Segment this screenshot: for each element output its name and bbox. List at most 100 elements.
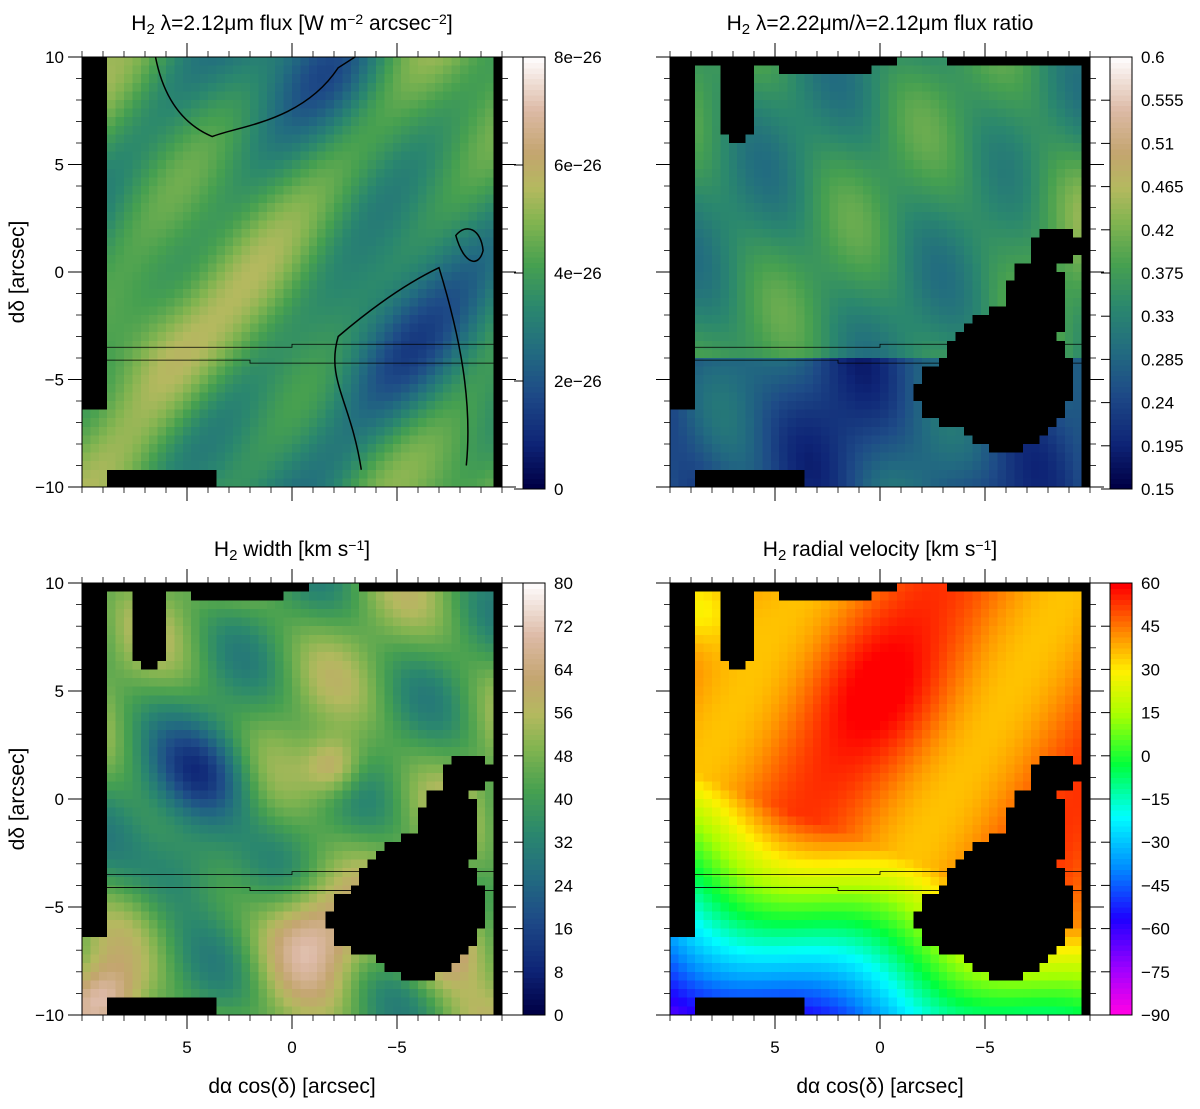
- heatmap-cell: [854, 340, 864, 350]
- heatmap-cell: [275, 435, 285, 445]
- heatmap-cell: [737, 57, 747, 67]
- heatmap-cell: [250, 160, 259, 170]
- colorbar-segment: [523, 170, 545, 177]
- heatmap-cell: [880, 444, 889, 454]
- heatmap-cell: [762, 323, 772, 333]
- heatmap-cell: [829, 160, 839, 170]
- heatmap-cell: [728, 108, 738, 118]
- heatmap-cell: [804, 220, 814, 230]
- heatmap-cell: [199, 254, 209, 264]
- heatmap-cell: [140, 418, 150, 428]
- heatmap-cell: [166, 125, 175, 135]
- heatmap-cell: [157, 220, 167, 230]
- heatmap-cell: [443, 280, 453, 290]
- heatmap-cell: [863, 426, 873, 436]
- heatmap-cell: [485, 469, 495, 479]
- heatmap-cell: [468, 57, 478, 67]
- heatmap-cell: [443, 409, 453, 419]
- heatmap-cell: [762, 211, 772, 221]
- heatmap-cell: [418, 237, 427, 247]
- heatmap-cell: [745, 82, 755, 92]
- heatmap-cell: [871, 435, 881, 445]
- heatmap-cell: [140, 306, 150, 316]
- heatmap-cell: [997, 401, 1007, 411]
- heatmap-cell: [720, 392, 730, 402]
- heatmap-cell: [174, 91, 184, 101]
- heatmap-cell: [124, 461, 133, 471]
- heatmap-cell: [964, 478, 973, 488]
- heatmap-cell: [1006, 315, 1015, 325]
- heatmap-cell: [266, 237, 276, 247]
- heatmap-cell: [754, 100, 763, 110]
- heatmap-cell: [938, 280, 948, 290]
- heatmap-cell: [712, 134, 721, 144]
- heatmap-cell: [434, 117, 444, 127]
- heatmap-cell: [216, 349, 226, 359]
- heatmap-cell: [770, 358, 780, 368]
- heatmap-cell: [250, 306, 259, 316]
- heatmap-cell: [468, 186, 478, 196]
- heatmap-cell: [930, 160, 940, 170]
- heatmap-cell: [980, 65, 990, 75]
- heatmap-cell: [846, 383, 856, 393]
- heatmap-cell: [124, 65, 133, 75]
- heatmap-cell: [233, 254, 243, 264]
- heatmap-cell: [426, 194, 436, 204]
- heatmap-cell: [770, 478, 780, 488]
- heatmap-cell: [241, 263, 251, 273]
- heatmap-cell: [997, 220, 1007, 230]
- heatmap-cell: [350, 375, 360, 385]
- heatmap-cell: [1014, 297, 1024, 307]
- heatmap-cell: [947, 82, 957, 92]
- heatmap-cell: [174, 469, 184, 479]
- heatmap-cell: [451, 366, 461, 376]
- heatmap-cell: [955, 332, 965, 342]
- heatmap-cell: [871, 65, 881, 75]
- heatmap-cell: [317, 306, 327, 316]
- heatmap-cell: [132, 366, 142, 376]
- heatmap-cell: [216, 358, 226, 368]
- heatmap-cell: [964, 168, 973, 178]
- heatmap-cell: [703, 57, 713, 67]
- heatmap-cell: [124, 229, 133, 239]
- heatmap-cell: [854, 435, 864, 445]
- heatmap-cell: [1048, 117, 1057, 127]
- heatmap-cell: [964, 349, 973, 359]
- heatmap-cell: [317, 203, 327, 213]
- heatmap-cell: [224, 117, 234, 127]
- heatmap-cell: [1031, 91, 1041, 101]
- heatmap-cell: [258, 91, 268, 101]
- heatmap-cell: [863, 392, 873, 402]
- heatmap-cell: [1014, 177, 1024, 187]
- heatmap-cell: [107, 426, 117, 436]
- heatmap-cell: [275, 340, 285, 350]
- heatmap-cell: [98, 211, 108, 221]
- heatmap-cell: [863, 151, 873, 161]
- heatmap-cell: [812, 151, 822, 161]
- heatmap-cell: [972, 263, 982, 273]
- heatmap-cell: [208, 177, 217, 187]
- heatmap-cell: [804, 323, 814, 333]
- heatmap-cell: [1006, 332, 1015, 342]
- heatmap-cell: [989, 125, 999, 135]
- heatmap-cell: [266, 358, 276, 368]
- heatmap-cell: [888, 383, 898, 393]
- heatmap-cell: [745, 160, 755, 170]
- heatmap-cell: [182, 177, 192, 187]
- heatmap-cell: [292, 220, 301, 230]
- heatmap-cell: [401, 349, 411, 359]
- heatmap-cell: [703, 426, 713, 436]
- heatmap-cell: [821, 91, 831, 101]
- heatmap-cell: [468, 272, 478, 282]
- heatmap-cell: [350, 289, 360, 299]
- heatmap-cell: [493, 418, 503, 428]
- heatmap-cell: [224, 409, 234, 419]
- heatmap-cell: [157, 229, 167, 239]
- heatmap-cell: [1022, 306, 1032, 316]
- heatmap-cell: [787, 186, 797, 196]
- heatmap-cell: [392, 401, 402, 411]
- heatmap-cell: [367, 323, 377, 333]
- heatmap-cell: [863, 315, 873, 325]
- heatmap-cell: [350, 452, 360, 462]
- heatmap-cell: [905, 134, 915, 144]
